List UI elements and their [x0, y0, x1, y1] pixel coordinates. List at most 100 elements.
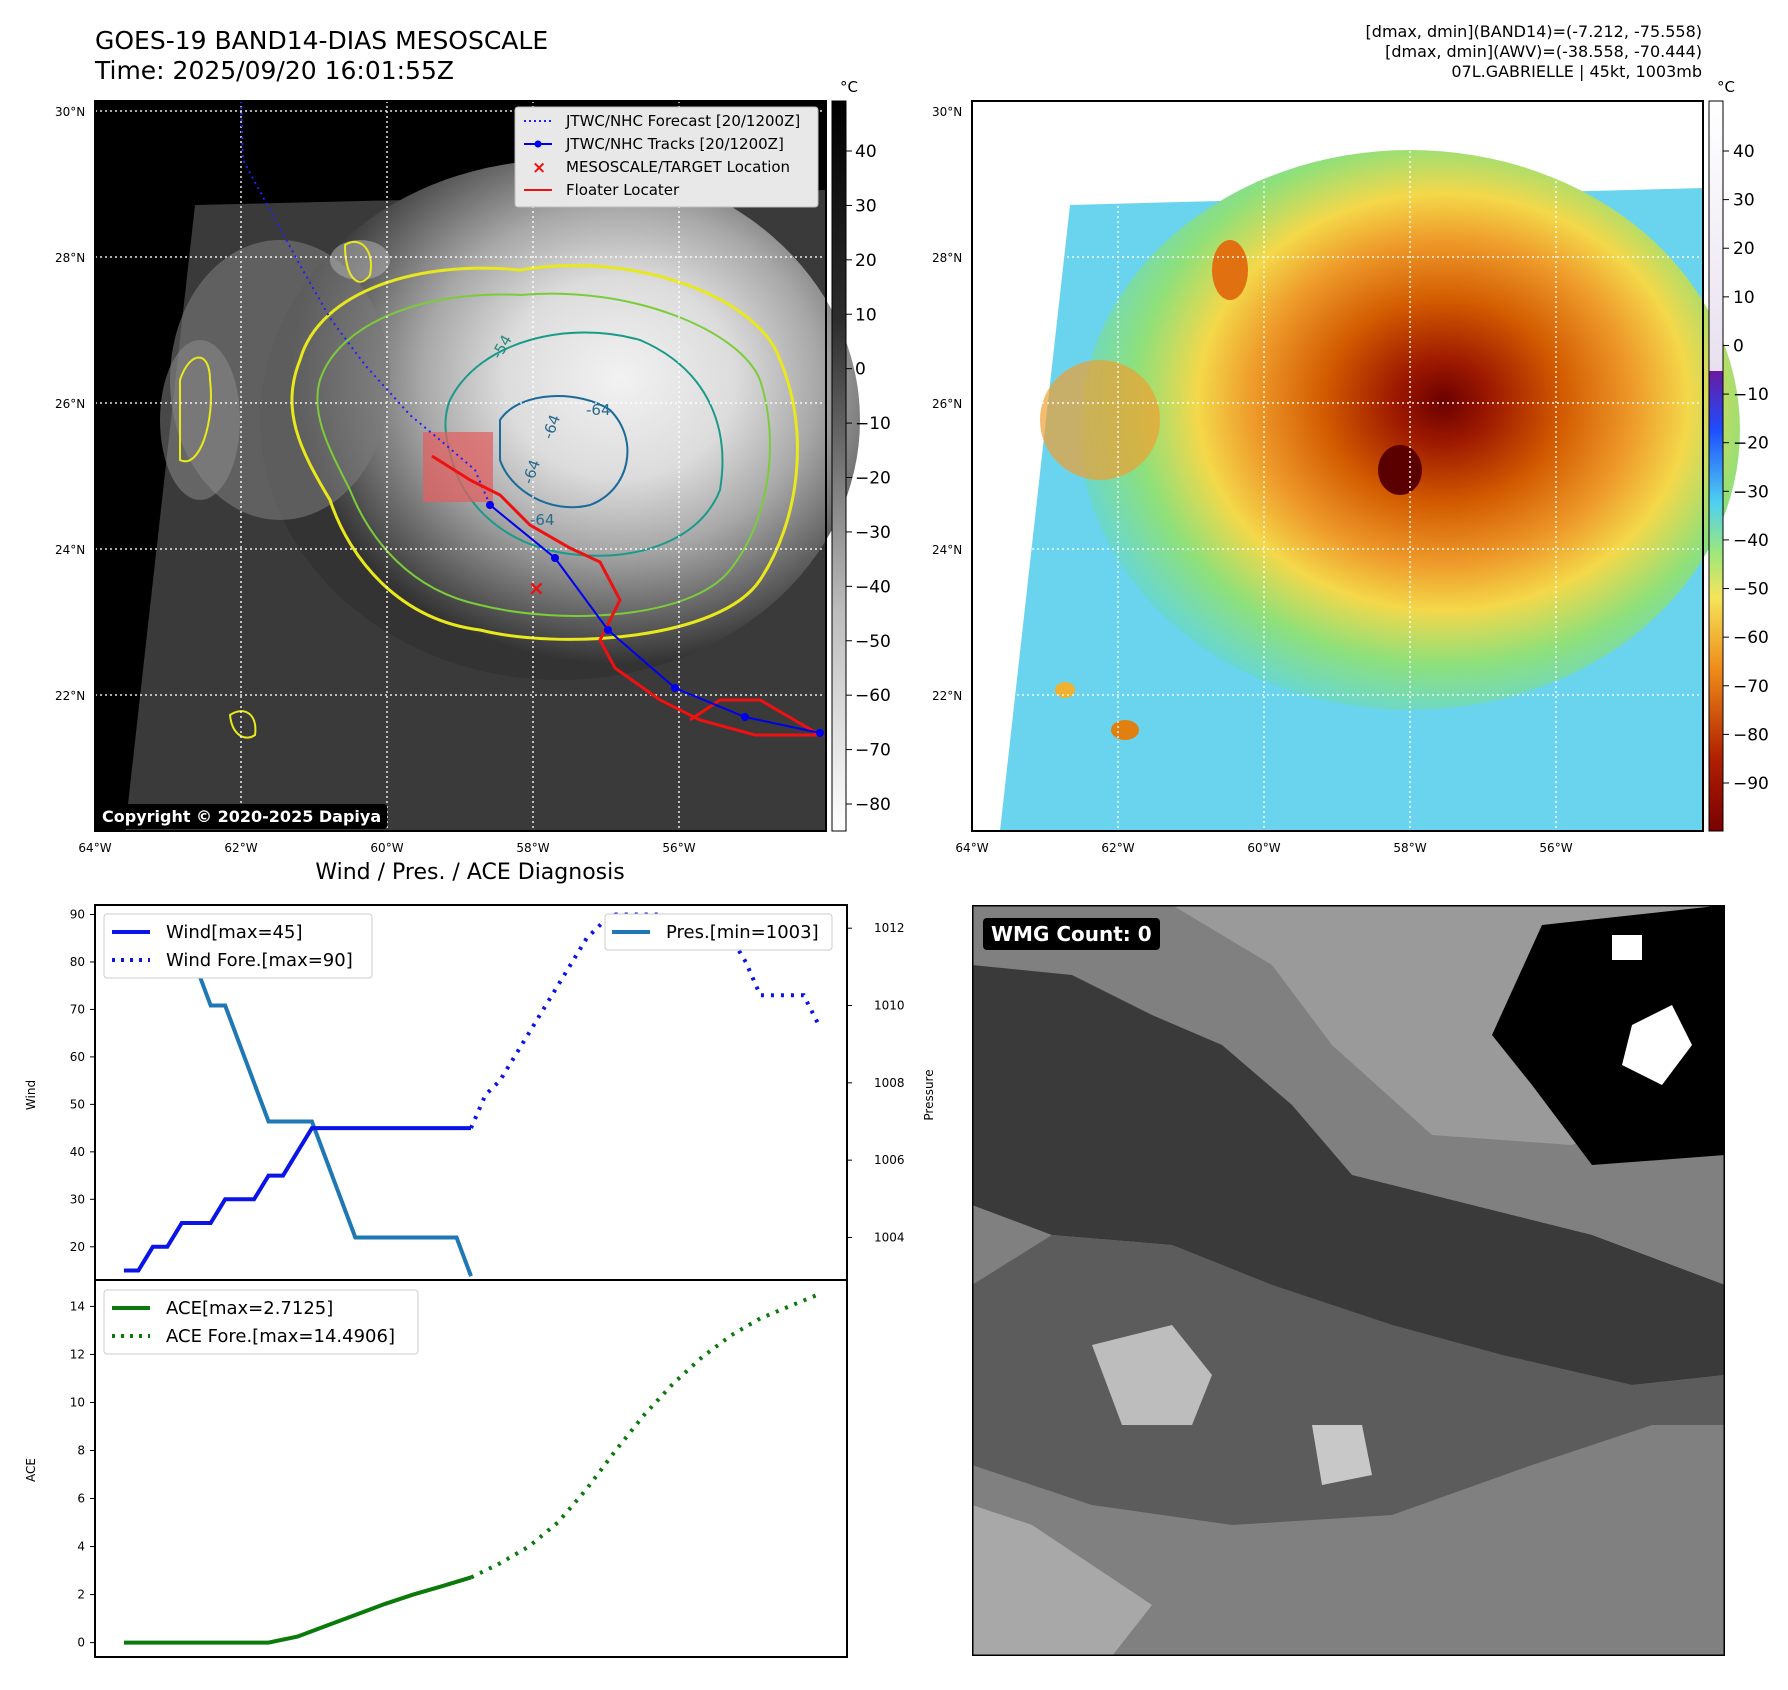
colorbar-tick-label: −70 [1733, 677, 1769, 697]
pressure-tick-label: 1006 [874, 1153, 905, 1167]
lon-label: 62°W [1101, 841, 1134, 855]
colorbar-tick-label: 10 [855, 305, 877, 325]
pressure-tick-label: 1010 [874, 999, 905, 1013]
legend-wind-fore: Wind Fore.[max=90] [166, 950, 353, 971]
wind-tick-label: 40 [70, 1145, 85, 1159]
colorbar-tick-label: 30 [855, 196, 877, 216]
lon-label: 60°W [370, 841, 403, 855]
colorbar-tick-label: −40 [1733, 531, 1769, 551]
legend-forecast: JTWC/NHC Forecast [20/1200Z] [565, 112, 800, 130]
ir-map-panel: -54 -64 -64 -64 -64 × [94, 100, 860, 832]
wind-tick-label: 20 [70, 1240, 85, 1254]
colorbar-tick-label: −80 [1733, 725, 1769, 745]
wind-axis-label: Wind [24, 1080, 38, 1110]
contour-label: -64 [530, 511, 555, 529]
lat-label: 22°N [55, 689, 85, 703]
lat-label: 28°N [55, 251, 85, 265]
diagnosis-title: Wind / Pres. / ACE Diagnosis [315, 860, 625, 885]
figure-title-line1: GOES-19 BAND14-DIAS MESOSCALE [95, 26, 549, 55]
ace-tick-label: 0 [77, 1636, 85, 1650]
wind-forecast-series [469, 912, 820, 1129]
colorbar-tick-label: 20 [855, 251, 877, 271]
contour-label: -64 [586, 401, 611, 419]
wmg-count-badge: WMG Count: 0 [983, 918, 1160, 950]
colorbar-tick-label: 20 [1733, 239, 1755, 259]
legend-wind: Wind[max=45] [166, 922, 303, 943]
lon-label: 58°W [516, 841, 549, 855]
lat-label: 30°N [55, 105, 85, 119]
ace-forecast-series [470, 1292, 819, 1580]
awv-range: [dmax, dmin](AWV)=(-38.558, -70.444) [1385, 42, 1702, 61]
figure-title: GOES-19 BAND14-DIAS MESOSCALE Time: 2025… [95, 26, 548, 86]
wind-tick-label: 70 [70, 1002, 85, 1016]
legend-tracks: JTWC/NHC Tracks [20/1200Z] [565, 135, 784, 153]
map-legend: JTWC/NHC Forecast [20/1200Z] JTWC/NHC Tr… [514, 106, 819, 208]
lat-label: 26°N [932, 397, 962, 411]
colorbar-tick-label: −10 [1733, 385, 1769, 405]
pressure-tick-label: 1008 [874, 1076, 905, 1090]
lat-label: 28°N [932, 251, 962, 265]
colorbar-unit: °C [1717, 78, 1735, 96]
colorbar-tick-label: −20 [1733, 434, 1769, 454]
legend-ace: ACE[max=2.7125] [166, 1298, 333, 1319]
wind-tick-label: 50 [70, 1097, 85, 1111]
lat-label: 22°N [932, 689, 962, 703]
figure-title-line2: Time: 2025/09/20 16:01:55Z [95, 56, 454, 85]
lon-label: 62°W [224, 841, 257, 855]
storm-status: 07L.GABRIELLE | 45kt, 1003mb [1451, 62, 1702, 81]
wmg-panel [972, 905, 1725, 1656]
storm-info: [dmax, dmin](BAND14)=(-7.212, -75.558) [… [1366, 22, 1702, 82]
band14-range: [dmax, dmin](BAND14)=(-7.212, -75.558) [1365, 22, 1702, 41]
lat-label: 26°N [55, 397, 85, 411]
legend-target: MESOSCALE/TARGET Location [566, 158, 790, 176]
wind-tick-label: 80 [70, 955, 85, 969]
lat-label: 24°N [55, 543, 85, 557]
lon-label: 58°W [1393, 841, 1426, 855]
legend-pressure: Pres.[min=1003] [666, 922, 819, 943]
pressure-series [152, 926, 473, 1277]
colorbar-tick-label: −40 [855, 577, 891, 597]
ace-tick-label: 14 [70, 1299, 85, 1313]
colorbar-tick-label: 40 [1733, 142, 1755, 162]
pressure-tick-label: 1004 [874, 1230, 905, 1244]
colorbar-tick-label: −50 [855, 632, 891, 652]
colorbar-tick-label: −30 [855, 523, 891, 543]
lon-label: 64°W [955, 841, 988, 855]
ace-tick-label: 10 [70, 1395, 85, 1409]
colorbar-tick-label: 40 [855, 142, 877, 162]
ace-legend: ACE[max=2.7125] ACE Fore.[max=14.4906] [103, 1289, 419, 1355]
ace-tick-label: 2 [77, 1588, 85, 1602]
pressure-legend: Pres.[min=1003] [604, 913, 833, 951]
wind-tick-label: 60 [70, 1050, 85, 1064]
lon-label: 64°W [78, 841, 111, 855]
observed-track [489, 504, 821, 734]
track-point [486, 501, 494, 509]
wind-legend: Wind[max=45] Wind Fore.[max=90] [103, 913, 373, 979]
colorbar-unit: °C [840, 78, 858, 96]
ir-map-figure: -54 -64 -64 -64 -64 × JTWC/NHC Forecast … [55, 78, 1769, 855]
colorbar-tick-label: −70 [855, 741, 891, 761]
legend-ace-fore: ACE Fore.[max=14.4906] [166, 1326, 395, 1347]
lon-label: 56°W [1539, 841, 1572, 855]
colorbar-tick-label: −10 [855, 414, 891, 434]
colorbar-tick-label: −50 [1733, 580, 1769, 600]
colorbar-tick-label: −90 [1733, 774, 1769, 794]
ace-tick-label: 4 [77, 1540, 85, 1554]
ace-plot-frame [94, 1279, 848, 1658]
awv-colorbar: °C 40 30 20 10 0 −10 −20 −30 −40 −50 −60 −70 −80 −90 [1708, 78, 1769, 832]
pressure-axis-label: Pressure [922, 1069, 936, 1120]
colorbar-tick-label: −20 [855, 469, 891, 489]
track-point [604, 626, 612, 634]
wind-series [123, 1126, 471, 1273]
track-point [551, 554, 559, 562]
track-point [741, 713, 749, 721]
wind-tick-label: 90 [70, 907, 85, 921]
colorbar-tick-label: 0 [1733, 336, 1744, 356]
lon-label: 60°W [1247, 841, 1280, 855]
track-point [816, 729, 824, 737]
ace-tick-label: 6 [77, 1492, 85, 1506]
lat-label: 24°N [932, 543, 962, 557]
colorbar-tick-label: −60 [855, 686, 891, 706]
lat-label: 30°N [932, 105, 962, 119]
